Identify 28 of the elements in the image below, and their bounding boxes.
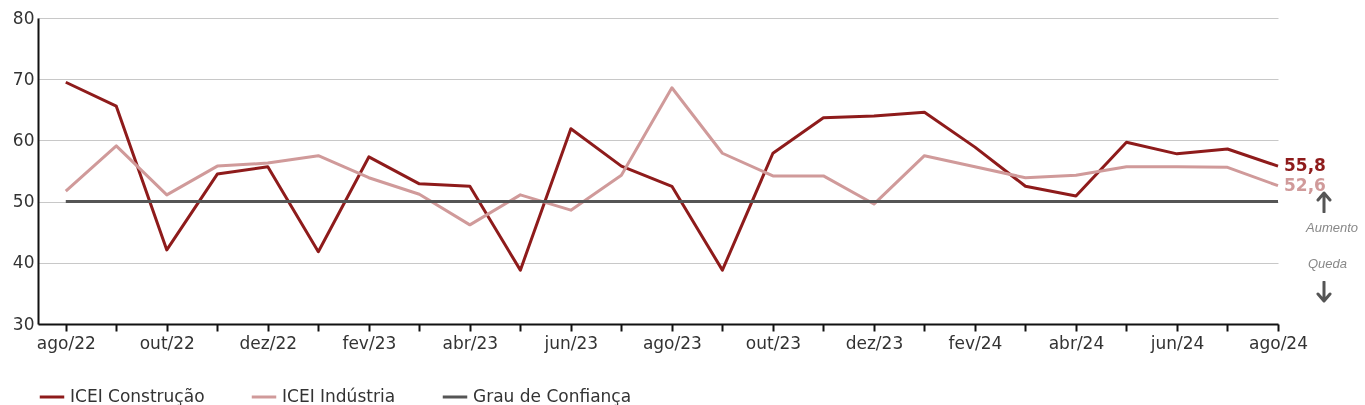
text: Aumento bbox=[1306, 220, 1359, 235]
y-tick-label: 70 bbox=[12, 68, 35, 89]
legend-label: Grau de Confiança bbox=[473, 386, 632, 405]
y-tick-label: 30 bbox=[12, 313, 35, 334]
y-tick-label: 40 bbox=[12, 252, 35, 273]
x-tick-label: dez/22 bbox=[239, 332, 298, 353]
x-tick-label: fev/24 bbox=[948, 332, 1003, 353]
text: Queda bbox=[1308, 256, 1348, 271]
x-tick-label: ago/22 bbox=[36, 332, 96, 353]
y-tick-label: 60 bbox=[12, 129, 35, 150]
y-tick-label: 80 bbox=[12, 7, 35, 28]
line-series bbox=[64, 86, 1280, 227]
x-tick-label: out/22 bbox=[139, 332, 195, 353]
legend-label: ICEI Construção bbox=[70, 386, 205, 405]
legend-label: ICEI Indústria bbox=[282, 386, 396, 405]
x-tick-label: ago/24 bbox=[1249, 332, 1308, 353]
data-label: 52,6 bbox=[1284, 174, 1326, 195]
x-tick-label: abr/24 bbox=[1048, 332, 1105, 353]
y-tick-label: 50 bbox=[12, 191, 35, 212]
x-tick-label: jun/23 bbox=[543, 332, 599, 353]
x-tick-label: ago/23 bbox=[642, 332, 702, 353]
data-label: 55,8 bbox=[1284, 155, 1326, 176]
x-tick-label: jun/24 bbox=[1149, 332, 1205, 353]
line-series bbox=[64, 80, 1280, 272]
x-tick-label: fev/23 bbox=[342, 332, 397, 353]
x-tick-label: abr/23 bbox=[442, 332, 499, 353]
x-tick-label: out/23 bbox=[745, 332, 802, 353]
x-tick-label: dez/23 bbox=[845, 332, 904, 353]
